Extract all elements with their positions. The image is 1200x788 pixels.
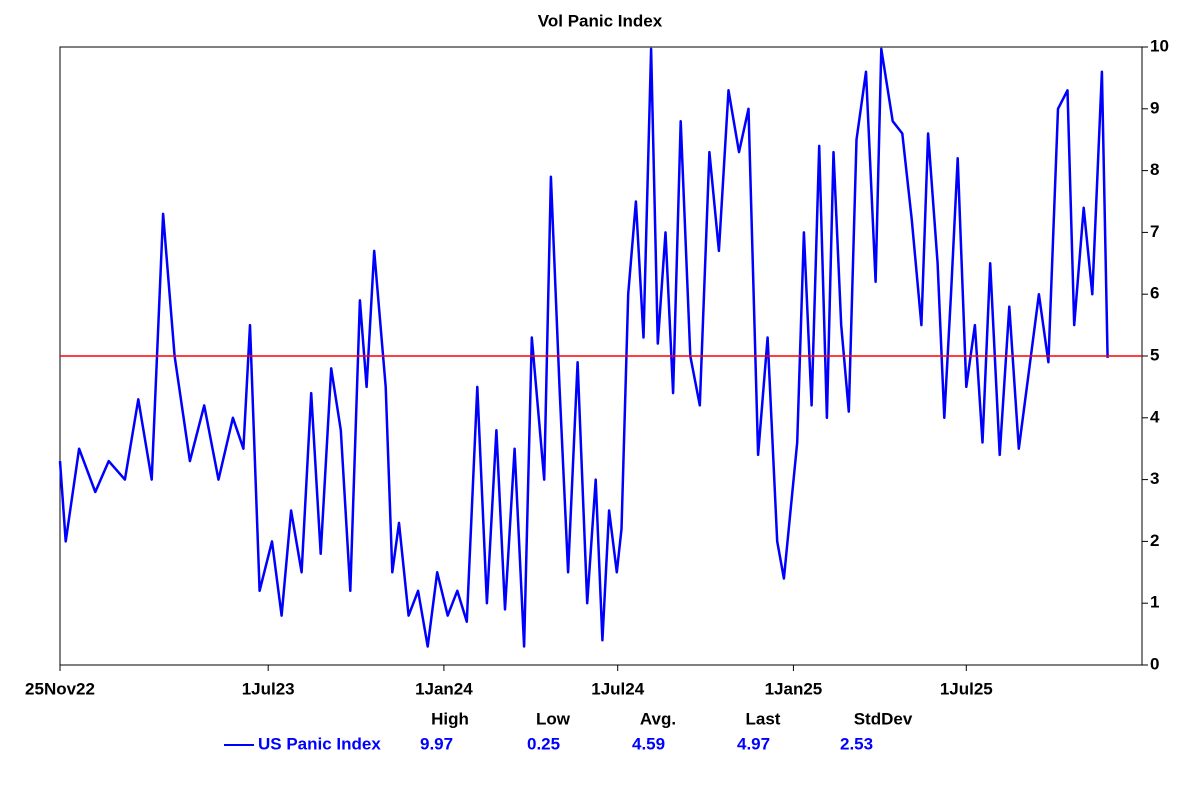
y-tick-label: 8 xyxy=(1150,160,1159,179)
y-tick-label: 9 xyxy=(1150,98,1159,117)
data-line xyxy=(58,47,1109,648)
y-tick-label: 7 xyxy=(1150,222,1159,241)
y-tick-label: 5 xyxy=(1150,345,1159,364)
x-tick-label: 1Jan25 xyxy=(765,679,823,698)
y-tick-label: 3 xyxy=(1150,469,1159,488)
y-tick-label: 4 xyxy=(1150,407,1160,426)
x-tick-label: 1Jul23 xyxy=(242,679,295,698)
stat-header: Low xyxy=(536,709,571,728)
chart-title: Vol Panic Index xyxy=(538,11,663,30)
legend-label: US Panic Index xyxy=(258,734,381,753)
x-tick-label: 1Jul24 xyxy=(591,679,644,698)
stat-value: 0.25 xyxy=(527,734,560,753)
stat-header: Last xyxy=(746,709,781,728)
stat-value: 4.59 xyxy=(632,734,665,753)
x-tick-label: 25Nov22 xyxy=(25,679,95,698)
stat-value: 9.97 xyxy=(420,734,453,753)
stat-header: StdDev xyxy=(854,709,913,728)
y-tick-label: 10 xyxy=(1150,36,1169,55)
stat-value: 2.53 xyxy=(840,734,873,753)
y-tick-label: 6 xyxy=(1150,284,1159,303)
x-tick-label: 1Jul25 xyxy=(940,679,993,698)
y-tick-label: 0 xyxy=(1150,654,1159,673)
y-tick-label: 1 xyxy=(1150,593,1159,612)
stat-value: 4.97 xyxy=(737,734,770,753)
stat-header: Avg. xyxy=(640,709,676,728)
y-tick-label: 2 xyxy=(1150,531,1159,550)
stat-header: High xyxy=(431,709,469,728)
x-tick-label: 1Jan24 xyxy=(415,679,473,698)
